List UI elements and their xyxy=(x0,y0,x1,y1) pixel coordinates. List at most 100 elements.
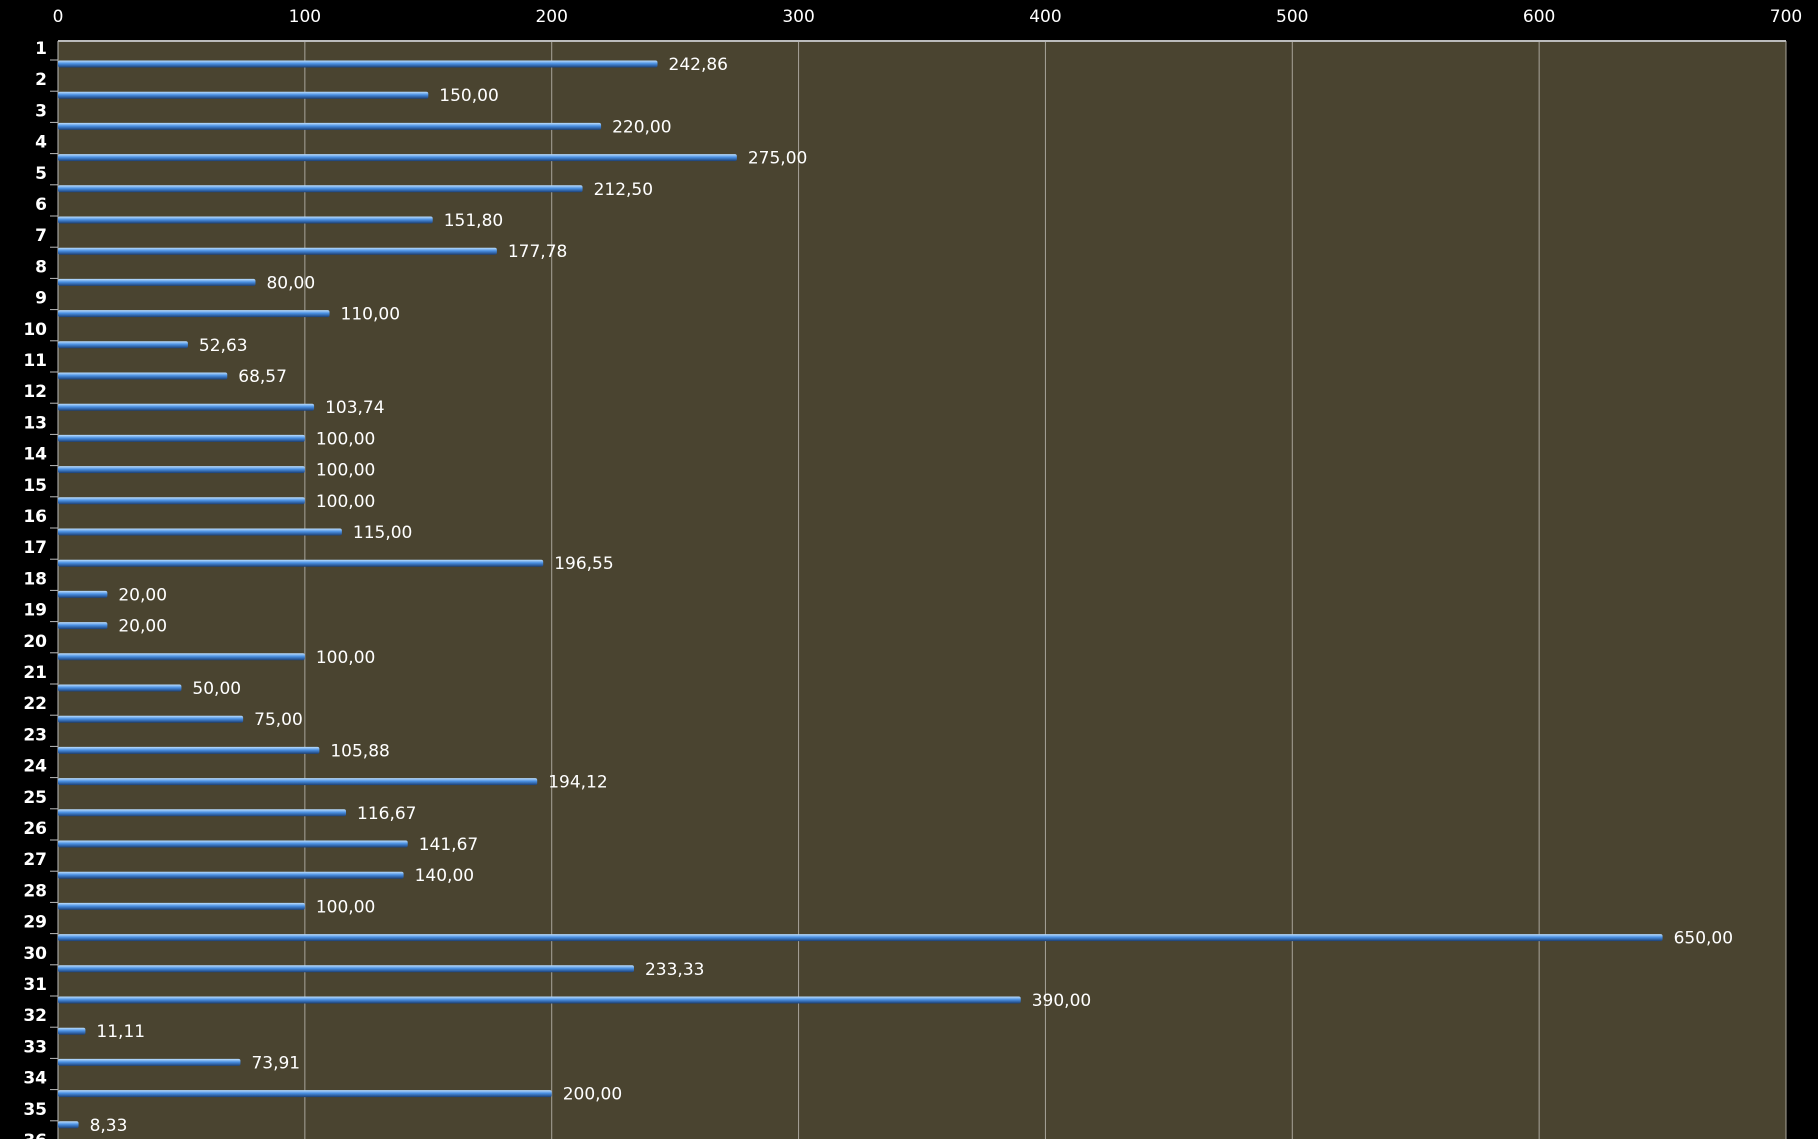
value-label: 115,00 xyxy=(353,523,412,543)
value-label: 140,00 xyxy=(415,866,474,886)
y-tick-label: 3 xyxy=(35,101,47,121)
y-tick-label: 29 xyxy=(23,913,47,933)
value-label: 80,00 xyxy=(266,273,315,293)
y-tick-label: 34 xyxy=(23,1069,47,1089)
y-tick-label: 5 xyxy=(35,164,47,184)
bar xyxy=(58,809,347,817)
bar xyxy=(58,91,429,99)
value-label: 150,00 xyxy=(439,86,498,106)
value-label: 242,86 xyxy=(669,55,728,75)
bar xyxy=(58,341,188,349)
y-tick-label: 10 xyxy=(23,320,47,340)
y-tick-label: 31 xyxy=(23,975,47,995)
bar xyxy=(58,934,1663,942)
value-label: 20,00 xyxy=(118,617,167,637)
y-tick-label: 24 xyxy=(23,757,47,777)
bar xyxy=(58,746,320,754)
bar xyxy=(58,1058,241,1066)
value-label: 116,67 xyxy=(357,804,416,824)
bar xyxy=(58,247,497,255)
y-tick-label: 26 xyxy=(23,819,47,839)
y-tick-label: 7 xyxy=(35,226,47,246)
value-label: 275,00 xyxy=(748,149,807,169)
value-label: 100,00 xyxy=(316,461,375,481)
y-tick-label: 25 xyxy=(23,788,47,808)
bar xyxy=(58,185,583,193)
y-tick-label: 1 xyxy=(35,39,47,59)
y-tick-label: 8 xyxy=(35,257,47,277)
y-tick-label: 23 xyxy=(23,725,47,745)
value-label: 233,33 xyxy=(645,960,704,980)
y-tick-label: 15 xyxy=(23,476,47,496)
value-label: 11,11 xyxy=(96,1022,145,1042)
y-tick-label: 35 xyxy=(23,1100,47,1120)
x-tick-label: 400 xyxy=(1029,7,1061,27)
bar xyxy=(58,310,330,318)
value-label: 100,00 xyxy=(316,648,375,668)
value-label: 220,00 xyxy=(612,117,671,137)
y-tick-label: 4 xyxy=(35,133,47,153)
x-tick-label: 700 xyxy=(1770,7,1802,27)
y-tick-label: 18 xyxy=(23,569,47,589)
bar xyxy=(58,60,658,68)
value-label: 100,00 xyxy=(316,429,375,449)
y-tick-label: 16 xyxy=(23,507,47,527)
bar xyxy=(58,154,737,162)
bar xyxy=(58,684,182,692)
value-label: 73,91 xyxy=(251,1053,300,1073)
y-tick-label: 32 xyxy=(23,1006,47,1026)
plot-area xyxy=(58,41,1786,1139)
x-tick-label: 100 xyxy=(289,7,321,27)
y-tick-label: 30 xyxy=(23,944,47,964)
y-tick-label: 12 xyxy=(23,382,47,402)
bar xyxy=(58,590,108,598)
bar xyxy=(58,902,305,910)
y-tick-label: 19 xyxy=(23,601,47,621)
x-tick-label: 200 xyxy=(535,7,567,27)
bar xyxy=(58,497,305,505)
y-tick-label: 14 xyxy=(23,445,47,465)
y-tick-label: 17 xyxy=(23,538,47,558)
bar xyxy=(58,372,228,380)
y-tick-label: 36 xyxy=(23,1131,47,1139)
x-tick-label: 600 xyxy=(1523,7,1555,27)
value-label: 650,00 xyxy=(1674,929,1733,949)
y-tick-label: 2 xyxy=(35,70,47,90)
y-tick-label: 20 xyxy=(23,632,47,652)
bar xyxy=(58,216,433,224)
value-label: 390,00 xyxy=(1032,991,1091,1011)
bar xyxy=(58,466,305,474)
y-tick-label: 27 xyxy=(23,850,47,870)
value-label: 200,00 xyxy=(563,1085,622,1105)
value-label: 141,67 xyxy=(419,835,478,855)
bar xyxy=(58,778,538,786)
bar xyxy=(58,1121,79,1129)
x-tick-label: 300 xyxy=(782,7,814,27)
y-tick-label: 11 xyxy=(23,351,47,371)
bar xyxy=(58,559,544,567)
value-label: 100,00 xyxy=(316,897,375,917)
bar xyxy=(58,653,305,661)
x-tick-label: 500 xyxy=(1276,7,1308,27)
value-label: 110,00 xyxy=(341,305,400,325)
bar xyxy=(58,622,108,630)
y-tick-label: 22 xyxy=(23,694,47,714)
y-tick-label: 28 xyxy=(23,881,47,901)
bar xyxy=(58,434,305,442)
value-label: 52,63 xyxy=(199,336,248,356)
bar xyxy=(58,715,244,723)
y-tick-label: 13 xyxy=(23,413,47,433)
bar xyxy=(58,528,342,536)
bar xyxy=(58,1027,86,1035)
bar xyxy=(58,996,1021,1004)
bar xyxy=(58,278,256,286)
y-tick-label: 6 xyxy=(35,195,47,215)
value-label: 8,33 xyxy=(90,1116,128,1136)
value-label: 194,12 xyxy=(548,773,607,793)
value-label: 212,50 xyxy=(594,180,653,200)
bar xyxy=(58,403,315,411)
bar xyxy=(58,965,634,973)
y-tick-label: 33 xyxy=(23,1037,47,1057)
x-tick-label: 0 xyxy=(53,7,64,27)
